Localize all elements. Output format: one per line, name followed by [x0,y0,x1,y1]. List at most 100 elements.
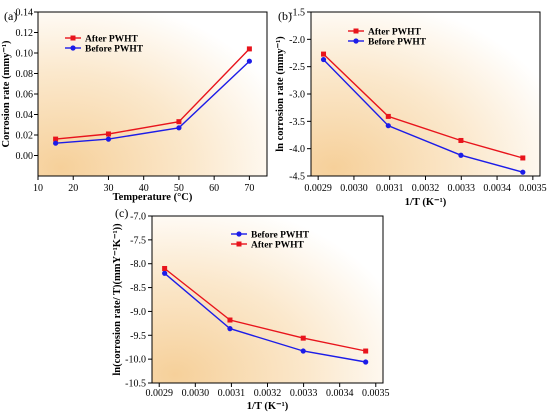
x-tick-label: 0.0032 [412,183,440,194]
data-point [363,348,369,354]
y-tick-label: -10.5 [125,379,146,390]
y-tick-label: -2.5 [289,62,305,73]
x-tick-label: 0.0035 [362,388,390,399]
legend-label: Before PWHT [251,231,310,241]
y-axis-label: Corrosion rate (mmy⁻¹) [1,40,12,148]
x-tick-label: 0.0029 [304,183,332,194]
y-tick-label: -8.0 [130,259,146,270]
y-tick-label: 0.12 [16,28,34,39]
data-point [458,137,464,143]
y-tick-label: -4.0 [289,144,305,155]
x-tick-label: 0.0029 [145,388,173,399]
x-tick-label: 0.0031 [218,388,246,399]
series-line-2 [323,59,523,173]
y-tick-label: -9.0 [130,307,146,318]
plot-background [152,216,383,383]
data-point [246,46,252,52]
x-tick-label: 0.0034 [326,388,354,399]
data-point [300,335,306,341]
x-tick-label: 0.0032 [254,388,282,399]
data-point [385,113,391,119]
legend-label: After PWHT [368,28,422,38]
data-point [520,169,526,175]
x-tick-label: 0.0033 [290,388,318,399]
plot-frame [310,11,541,177]
x-tick-label: 0.0034 [483,183,511,194]
x-axis-label: 1/T (K⁻¹) [405,197,447,208]
y-tick-label: 0.08 [16,69,34,80]
y-tick-label: -3.0 [289,90,305,101]
y-tick-label: -1.5 [289,8,305,19]
chart-panel-1: 0.00 0.02 0.04 0.06 0.08 0.10 0.12 0.14 10 20 30 40… [1,8,268,203]
x-tick-label: 50 [174,183,184,194]
legend-label: After PWHT [251,241,305,251]
y-axis-label: ln corrosion rate (mmy⁻¹) [275,36,286,152]
data-point [162,270,168,276]
y-tick-label: -2.0 [289,35,305,46]
legend-label: After PWHT [85,35,139,45]
y-tick-label: -7.5 [130,235,146,246]
chart-panel-3: -7.0 -7.5 -8.0 -8.5 -9.0 -9.5 -10.0 -10.50.0029… [112,206,390,412]
y-tick-label: 0.06 [16,90,34,101]
plot-background [311,12,540,176]
series-line-1 [323,53,523,159]
data-point [162,265,168,271]
panel-label: (c) [115,206,128,220]
plot-frame [151,215,384,384]
x-tick-label: 10 [33,183,43,194]
data-point [246,58,252,64]
legend-marker [236,241,242,247]
data-point [458,152,464,158]
x-tick-label: 60 [209,183,219,194]
legend-marker [236,231,242,237]
data-point [520,155,526,161]
x-tick-label: 0.0030 [182,388,210,399]
x-tick-label: 70 [244,183,254,194]
data-point [53,136,59,142]
y-tick-label: -9.5 [130,331,146,342]
y-tick-label: 0.04 [16,110,34,121]
y-tick-label: -8.5 [130,283,146,294]
plot-frame [37,11,268,177]
legend-marker [353,38,359,44]
legend-marker [70,35,76,41]
legend-marker [353,28,359,34]
y-tick-label: -10.0 [125,355,146,366]
data-point [385,123,391,129]
data-point [227,326,233,332]
chart-panel-2: -1.5 -2.0 -2.5 -3.0 -3.5 -4.0 -4.50.0029 0.0030… [275,8,547,209]
x-axis-label: 1/T (K⁻¹) [247,401,289,412]
x-tick-label: 20 [68,183,78,194]
y-tick-label: 0.00 [16,151,34,162]
data-point [176,119,182,125]
x-axis-label: Temperature (°C) [113,192,193,203]
panel-label: (b) [278,9,292,23]
series-line-1 [164,272,366,363]
y-tick-label: -3.5 [289,117,305,128]
data-point [320,56,327,63]
x-tick-label: 0.0031 [376,183,404,194]
x-tick-label: 30 [103,183,113,194]
series-line-2 [164,267,366,352]
x-tick-label: 0.0030 [340,183,368,194]
y-tick-label: 0.02 [16,131,34,142]
y-axis-label: ln(corrosion rate/ T)(mmY⁻¹K⁻¹)) [112,223,123,376]
y-tick-label: 0.10 [16,49,34,60]
y-tick-label: -4.5 [289,172,305,183]
legend-marker [70,45,76,51]
data-point [53,140,59,146]
y-tick-label: 0.14 [16,8,34,19]
data-point [105,136,112,142]
x-tick-label: 0.0033 [448,183,476,194]
plot-background [38,12,267,176]
y-tick-label: -7.0 [130,212,146,223]
series-line-1 [55,48,250,140]
data-point [227,317,233,323]
data-point [300,348,306,354]
x-tick-label: 0.0035 [519,183,547,194]
data-point [176,125,182,131]
data-point [321,51,327,57]
x-tick-label: 40 [139,183,149,194]
legend-label: Before PWHT [85,45,144,55]
